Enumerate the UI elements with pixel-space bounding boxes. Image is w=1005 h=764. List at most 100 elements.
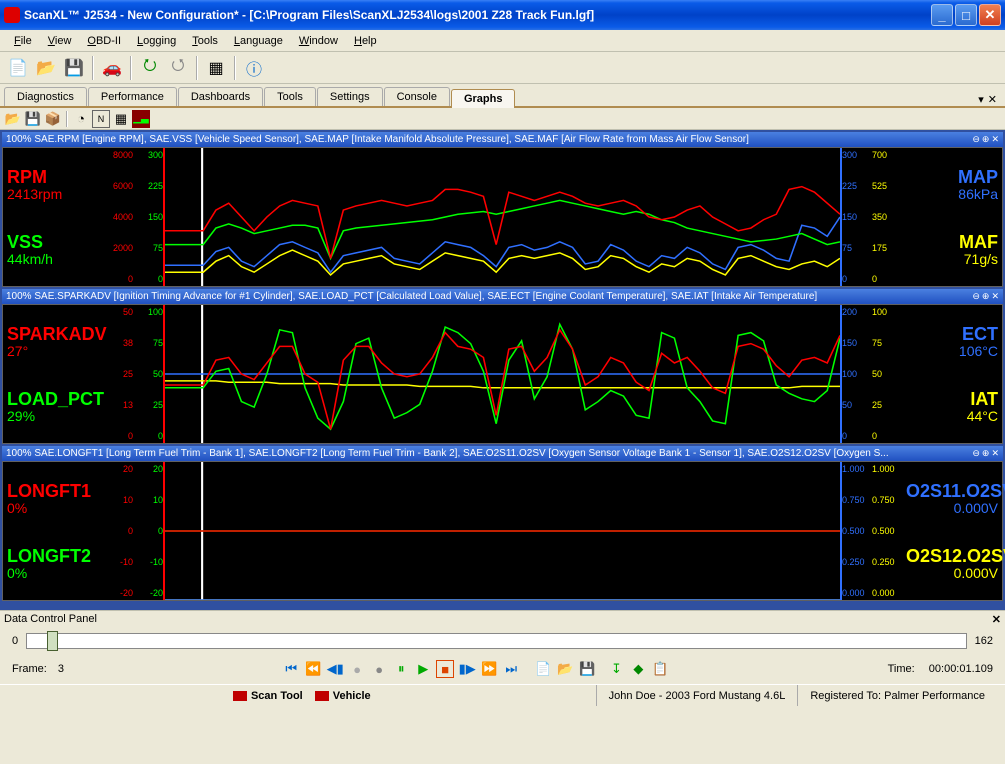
gauge-icon[interactable]: ◔ — [72, 110, 90, 128]
open2-icon[interactable]: 📂 — [556, 660, 574, 678]
panel-max-icon[interactable]: ⊕ — [982, 448, 990, 459]
y-axis: 80006000400020000 — [103, 148, 133, 286]
status-user: John Doe - 2003 Ford Mustang 4.6L — [596, 685, 798, 706]
pid-label: RPM — [7, 168, 99, 186]
plot-area[interactable] — [163, 148, 842, 286]
panel-close-icon[interactable]: ✕ — [991, 291, 999, 302]
plot-area[interactable] — [163, 462, 842, 600]
minimize-button[interactable]: _ — [931, 4, 953, 26]
pid-label: SPARKADV — [7, 325, 99, 343]
connect-icon[interactable]: ⭮ — [138, 56, 162, 80]
y-axis: 503825130 — [103, 305, 133, 443]
graph-panel-2: 100% SAE.LONGFT1 [Long Term Fuel Trim - … — [2, 446, 1003, 601]
tab-diagnostics[interactable]: Diagnostics — [4, 87, 87, 106]
panel-min-icon[interactable]: ⊖ — [972, 448, 980, 459]
y-axis: 200150100500 — [842, 305, 872, 443]
chart-icon[interactable]: ▁▃ — [132, 110, 150, 128]
pid-value: 0% — [7, 500, 99, 516]
tab-performance[interactable]: Performance — [88, 87, 177, 106]
titlebar[interactable]: ScanXL™ J2534 - New Configuration* - [C:… — [0, 0, 1005, 30]
pid-value: 27° — [7, 343, 99, 359]
tab-graphs[interactable]: Graphs — [451, 89, 516, 108]
slider-track[interactable] — [26, 633, 967, 649]
menu-help[interactable]: Help — [346, 33, 385, 49]
time-value: 00:00:01.109 — [929, 663, 993, 675]
pid-label: O2S11.O2SV — [906, 482, 998, 500]
dc-close-icon[interactable]: ✕ — [992, 613, 1001, 626]
pid-value: 0.000V — [906, 565, 998, 581]
stop-icon[interactable]: ■ — [436, 660, 454, 678]
menu-logging[interactable]: Logging — [129, 33, 184, 49]
grid-icon[interactable]: ▦ — [112, 110, 130, 128]
new-icon[interactable]: 📄 — [6, 56, 30, 80]
panel-header[interactable]: 100% SAE.RPM [Engine RPM], SAE.VSS [Vehi… — [2, 132, 1003, 147]
legend-item: Scan Tool — [233, 690, 303, 702]
menubar: FileViewOBD-IILoggingToolsLanguageWindow… — [0, 30, 1005, 52]
graph-toolbar: 📂 💾 📦 ◔ N ▦ ▁▃ — [0, 108, 1005, 130]
panel-max-icon[interactable]: ⊕ — [982, 134, 990, 145]
panel-min-icon[interactable]: ⊖ — [972, 134, 980, 145]
last-icon[interactable]: ⏭ — [502, 660, 520, 678]
menu-obd-ii[interactable]: OBD-II — [79, 33, 129, 49]
disconnect-icon[interactable]: ⭯ — [166, 56, 190, 80]
box-icon[interactable]: 📦 — [44, 110, 62, 128]
record-icon[interactable]: ● — [370, 660, 388, 678]
tab-dashboards[interactable]: Dashboards — [178, 87, 263, 106]
menu-window[interactable]: Window — [291, 33, 346, 49]
save-icon[interactable]: 💾 — [62, 56, 86, 80]
status-reg: Registered To: Palmer Performance — [797, 685, 997, 706]
props-icon[interactable]: 📋 — [651, 660, 669, 678]
y-axis: 20100-10-20 — [103, 462, 133, 600]
ffwd-icon[interactable]: ⏩ — [480, 660, 498, 678]
rew-icon[interactable]: ⏪ — [304, 660, 322, 678]
maximize-button[interactable]: □ — [955, 4, 977, 26]
panel-max-icon[interactable]: ⊕ — [982, 291, 990, 302]
open-icon[interactable]: 📂 — [34, 56, 58, 80]
menu-tools[interactable]: Tools — [184, 33, 226, 49]
record-off-icon[interactable]: ● — [348, 660, 366, 678]
graph-panel-0: 100% SAE.RPM [Engine RPM], SAE.VSS [Vehi… — [2, 132, 1003, 287]
pid-label: LOAD_PCT — [7, 390, 99, 408]
tab-settings[interactable]: Settings — [317, 87, 383, 106]
stepback-icon[interactable]: ◀▮ — [326, 660, 344, 678]
panel-close-icon[interactable]: ✕ — [991, 134, 999, 145]
layout-icon[interactable]: ▦ — [204, 56, 228, 80]
panel-min-icon[interactable]: ⊖ — [972, 291, 980, 302]
pause-icon[interactable]: ⏸ — [392, 660, 410, 678]
plot-area[interactable] — [163, 305, 842, 443]
y-axis: 1007550250 — [872, 305, 902, 443]
play-icon[interactable]: ▶ — [414, 660, 432, 678]
y-axis: 7005253501750 — [872, 148, 902, 286]
panel-header[interactable]: 100% SAE.SPARKADV [Ignition Timing Advan… — [2, 289, 1003, 304]
import-icon[interactable]: ↧ — [607, 660, 625, 678]
menu-language[interactable]: Language — [226, 33, 291, 49]
vehicle-icon[interactable]: 🚗 — [100, 56, 124, 80]
pid-label: O2S12.O2SV — [906, 547, 998, 565]
y-axis: 1.0000.7500.5000.2500.000 — [842, 462, 872, 600]
pid-label: LONGFT1 — [7, 482, 99, 500]
tab-dropdown-icon[interactable]: ▾ — [978, 93, 984, 106]
main-toolbar: 📄 📂 💾 🚗 ⭮ ⭯ ▦ ⓘ — [0, 52, 1005, 84]
y-axis: 300225150750 — [842, 148, 872, 286]
stepfwd-icon[interactable]: ▮▶ — [458, 660, 476, 678]
slider-min: 0 — [12, 635, 18, 647]
export-icon[interactable]: ◆ — [629, 660, 647, 678]
save-small-icon[interactable]: 💾 — [24, 110, 42, 128]
first-icon[interactable]: ⏮ — [282, 660, 300, 678]
dc-title: Data Control Panel — [4, 613, 97, 626]
tab-close-icon[interactable]: ✕ — [988, 93, 997, 106]
tab-console[interactable]: Console — [384, 87, 450, 106]
menu-file[interactable]: File — [6, 33, 40, 49]
pid-value: 106°C — [906, 343, 998, 359]
panel-close-icon[interactable]: ✕ — [991, 448, 999, 459]
close-button[interactable]: ✕ — [979, 4, 1001, 26]
slider-thumb[interactable] — [47, 631, 58, 651]
save2-icon[interactable]: 💾 — [578, 660, 596, 678]
new2-icon[interactable]: 📄 — [534, 660, 552, 678]
info-icon[interactable]: ⓘ — [242, 56, 266, 80]
menu-view[interactable]: View — [40, 33, 80, 49]
tab-tools[interactable]: Tools — [264, 87, 316, 106]
open-small-icon[interactable]: 📂 — [4, 110, 22, 128]
panel-header[interactable]: 100% SAE.LONGFT1 [Long Term Fuel Trim - … — [2, 446, 1003, 461]
digital-icon[interactable]: N — [92, 110, 110, 128]
